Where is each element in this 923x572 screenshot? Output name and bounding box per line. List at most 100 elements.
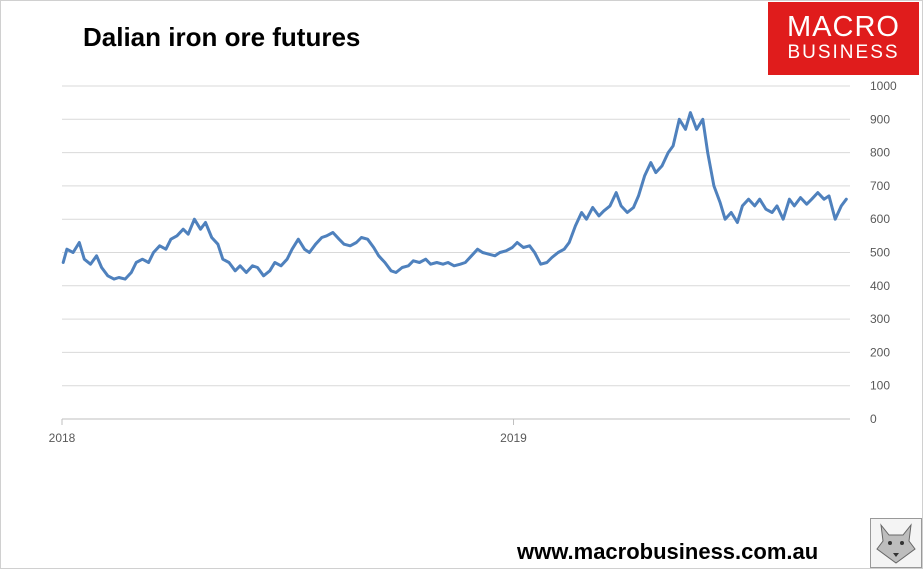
data-point bbox=[384, 261, 386, 264]
data-point bbox=[834, 218, 836, 220]
data-point bbox=[430, 263, 432, 265]
data-point bbox=[736, 221, 739, 224]
y-tick-label: 900 bbox=[870, 112, 890, 126]
data-point bbox=[182, 228, 184, 230]
macrobusiness-logo: MACRO BUSINESS bbox=[768, 2, 919, 75]
data-point bbox=[199, 228, 202, 230]
logo-line-2: BUSINESS bbox=[787, 42, 900, 63]
data-point bbox=[776, 205, 778, 207]
data-point bbox=[626, 211, 628, 214]
data-point bbox=[78, 241, 80, 244]
data-point bbox=[291, 248, 293, 250]
data-point bbox=[193, 218, 195, 220]
data-point bbox=[748, 198, 750, 200]
data-point bbox=[609, 205, 611, 207]
y-tick-label: 1000 bbox=[870, 79, 897, 93]
data-point bbox=[799, 197, 802, 199]
data-point bbox=[754, 205, 756, 207]
data-point bbox=[817, 192, 819, 194]
y-tick-label: 600 bbox=[870, 212, 890, 226]
data-point bbox=[684, 128, 687, 130]
data-point bbox=[83, 258, 85, 260]
data-point bbox=[286, 258, 288, 260]
data-point bbox=[148, 261, 150, 264]
data-point bbox=[678, 118, 680, 120]
data-point bbox=[771, 211, 773, 214]
data-point bbox=[274, 261, 276, 264]
footer-url: www.macrobusiness.com.au bbox=[517, 539, 819, 564]
data-point bbox=[308, 251, 310, 254]
data-point bbox=[355, 241, 357, 244]
data-point bbox=[620, 205, 622, 207]
data-point bbox=[326, 235, 328, 237]
data-point bbox=[367, 238, 369, 240]
data-point bbox=[349, 245, 351, 247]
data-point bbox=[101, 266, 103, 269]
data-point bbox=[811, 198, 813, 200]
data-point bbox=[234, 270, 236, 272]
data-point bbox=[217, 243, 219, 245]
data-point bbox=[488, 253, 490, 255]
data-point bbox=[806, 203, 808, 205]
data-point bbox=[269, 270, 271, 272]
data-point bbox=[730, 211, 732, 214]
data-point bbox=[793, 205, 795, 207]
data-point bbox=[603, 210, 605, 212]
data-point bbox=[661, 165, 663, 167]
data-point bbox=[245, 271, 247, 274]
data-point bbox=[650, 162, 652, 164]
data-point bbox=[482, 251, 484, 254]
data-point bbox=[719, 201, 721, 204]
data-point bbox=[159, 245, 161, 247]
y-tick-label: 200 bbox=[870, 345, 890, 359]
data-point bbox=[390, 270, 392, 272]
data-point bbox=[425, 258, 427, 260]
y-tick-label: 100 bbox=[870, 379, 890, 393]
data-point bbox=[477, 248, 479, 250]
data-point bbox=[124, 278, 126, 280]
data-point bbox=[765, 208, 767, 210]
y-tick-label: 800 bbox=[870, 146, 890, 160]
data-point bbox=[378, 255, 380, 257]
y-tick-label: 500 bbox=[870, 246, 890, 260]
data-point bbox=[696, 128, 698, 130]
data-point bbox=[321, 236, 323, 239]
data-point bbox=[511, 246, 513, 249]
data-point bbox=[297, 238, 299, 240]
data-point bbox=[632, 206, 635, 209]
data-point bbox=[655, 172, 657, 174]
data-point bbox=[540, 263, 542, 265]
data-point bbox=[62, 261, 64, 264]
data-point bbox=[412, 260, 414, 262]
data-point bbox=[702, 118, 704, 120]
series-layer bbox=[61, 111, 848, 281]
data-point bbox=[176, 235, 178, 237]
data-point bbox=[89, 263, 92, 265]
data-point bbox=[373, 246, 375, 249]
data-point bbox=[672, 145, 674, 147]
data-point bbox=[574, 225, 577, 227]
data-point bbox=[72, 251, 74, 254]
data-point bbox=[667, 152, 669, 154]
data-point bbox=[442, 263, 444, 265]
data-point bbox=[135, 261, 137, 264]
data-point bbox=[823, 198, 825, 200]
data-point bbox=[828, 195, 830, 197]
data-point bbox=[644, 175, 646, 177]
data-point bbox=[557, 251, 559, 254]
y-tick-label: 700 bbox=[870, 179, 890, 193]
data-point bbox=[788, 198, 791, 200]
data-point bbox=[568, 241, 570, 244]
data-point bbox=[713, 185, 715, 187]
data-point bbox=[332, 231, 334, 234]
data-point bbox=[637, 195, 640, 197]
data-point bbox=[107, 275, 109, 277]
data-point bbox=[263, 275, 265, 277]
x-tick-label: 2019 bbox=[500, 431, 527, 445]
data-point bbox=[615, 192, 617, 194]
data-point bbox=[581, 211, 583, 214]
y-tick-label: 400 bbox=[870, 279, 890, 293]
data-point bbox=[782, 218, 784, 220]
data-point bbox=[315, 243, 317, 245]
data-point bbox=[130, 271, 132, 274]
